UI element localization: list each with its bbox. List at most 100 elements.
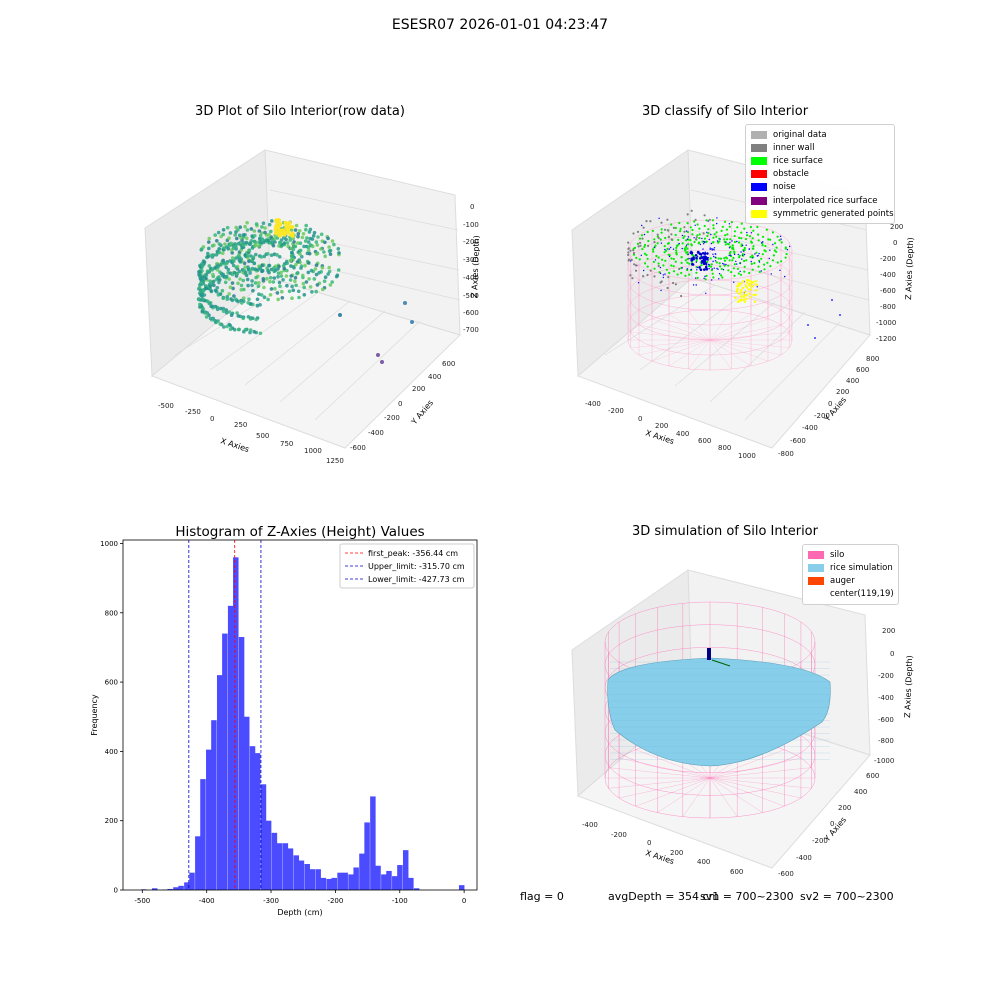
panel2-point-240 — [728, 225, 731, 228]
panel2-point-486 — [636, 230, 640, 233]
panel2-point-340 — [725, 241, 727, 243]
panel1-point-648 — [244, 240, 249, 245]
panel2-point-575 — [740, 282, 743, 285]
panel1-point-349 — [293, 228, 298, 232]
panel2-point-157 — [743, 265, 746, 268]
panel2-point-140 — [724, 234, 727, 237]
panel2-point-207 — [751, 268, 754, 271]
panel2-point-576 — [755, 289, 758, 292]
panel1-point-277 — [227, 236, 231, 240]
panel2-point-485 — [642, 226, 645, 229]
panel2-point-608 — [749, 296, 752, 299]
panel1-point-424 — [254, 317, 259, 322]
panel1-point-255 — [269, 287, 274, 291]
panel1-point-331 — [206, 251, 210, 256]
panel2-point-12 — [709, 257, 712, 260]
panel2-point-424 — [703, 277, 705, 280]
panel1-point-292 — [305, 236, 309, 240]
panel2-point-400 — [694, 224, 696, 226]
panel2-point-300 — [716, 240, 719, 242]
panel2-point-76 — [675, 246, 678, 249]
panel2-legend-swatch-4 — [751, 183, 767, 192]
histogram-bar-1 — [151, 888, 158, 890]
panel4-cyl-spoke-3 — [709, 777, 785, 807]
panel2-point-482 — [664, 228, 667, 231]
panel1-point-480 — [216, 293, 221, 297]
panel2-point-309 — [758, 252, 760, 255]
panel2-point-116 — [688, 262, 691, 265]
panel2-point-87 — [706, 234, 709, 238]
histogram-bar-42 — [381, 874, 387, 890]
panel2-cyl-spoke-17 — [688, 310, 711, 341]
panel2-point-502 — [703, 214, 706, 217]
svg-text:200: 200 — [655, 422, 668, 430]
panel2-cyl-spoke-2 — [709, 339, 782, 356]
panel1-point-728 — [274, 231, 279, 236]
histogram-bar-23 — [276, 843, 283, 890]
panel1-point-10 — [281, 264, 286, 268]
panel2-point-442 — [714, 256, 716, 258]
panel1-point-315 — [268, 293, 273, 297]
panel2-point-410 — [746, 231, 748, 234]
panel1-point-367 — [320, 287, 325, 292]
panel2-point-359 — [678, 242, 680, 245]
panel2-point-282 — [660, 228, 663, 231]
panel2-point-270 — [646, 265, 649, 268]
panel1-point-395 — [207, 236, 211, 241]
panel2-point-542 — [699, 268, 703, 271]
panel1-point-505 — [205, 299, 210, 304]
panel2-point-572 — [745, 294, 748, 297]
panel1-point-678 — [270, 237, 275, 242]
panel1-point-734 — [338, 313, 342, 317]
panel1-point-675 — [266, 238, 271, 243]
panel2-point-91 — [723, 238, 726, 241]
panel2-point-225 — [641, 248, 644, 251]
panel2-point-190 — [725, 228, 728, 231]
panel1-point-195 — [268, 279, 272, 284]
panel1-point-307 — [315, 283, 320, 287]
svg-text:500: 500 — [256, 432, 269, 440]
panel2-point-487 — [632, 249, 635, 252]
histogram-x-tick-4: -100 — [392, 897, 408, 905]
panel1-point-398 — [221, 228, 226, 232]
panel2-point-307 — [737, 253, 739, 256]
panel1-point-182 — [314, 263, 319, 267]
panel2-point-63 — [706, 260, 709, 263]
panel2-point-124 — [663, 251, 666, 254]
histogram-bar-17 — [244, 716, 250, 890]
histogram-bar-44 — [392, 876, 398, 890]
panel2-point-62 — [710, 263, 713, 266]
panel1-point-247 — [307, 277, 311, 281]
panel2-point-74 — [675, 251, 678, 254]
panel2-cyl-spoke-23 — [709, 332, 790, 341]
panel1-point-727 — [285, 226, 290, 231]
panel4-cyl-spoke-21 — [709, 749, 785, 779]
panel1-point-240 — [323, 254, 327, 259]
panel2-point-382 — [728, 247, 731, 249]
panel4-legend-item-3: center(119,19) — [808, 588, 894, 601]
panel1-point-309 — [302, 285, 306, 290]
panel1-point-281 — [245, 228, 250, 232]
panel1-point-404 — [261, 221, 266, 225]
panel2-point-95 — [738, 241, 741, 244]
panel1-point-383 — [215, 286, 220, 290]
panel1-point-294 — [310, 237, 315, 241]
panel2-point-594 — [737, 282, 740, 285]
panel4-auger — [707, 648, 731, 667]
panel2-point-133 — [683, 235, 686, 238]
panel1-point-126 — [299, 266, 303, 270]
panel2-point-604 — [738, 292, 741, 296]
panel2-point-101 — [755, 251, 758, 254]
panel1-point-197 — [257, 281, 261, 285]
panel2-point-237 — [703, 224, 706, 228]
panel2-point-599 — [738, 299, 741, 302]
panel2-point-262 — [712, 276, 715, 279]
panel2-point-206 — [757, 265, 760, 268]
panel1-point-196 — [261, 279, 266, 283]
panel2-point-326 — [717, 268, 719, 270]
panel2-point-435 — [711, 268, 713, 270]
panel1-point-369 — [310, 290, 314, 294]
panel1-point-26 — [247, 259, 251, 264]
panel2-point-609 — [743, 300, 747, 303]
panel1-point-581 — [204, 286, 209, 291]
